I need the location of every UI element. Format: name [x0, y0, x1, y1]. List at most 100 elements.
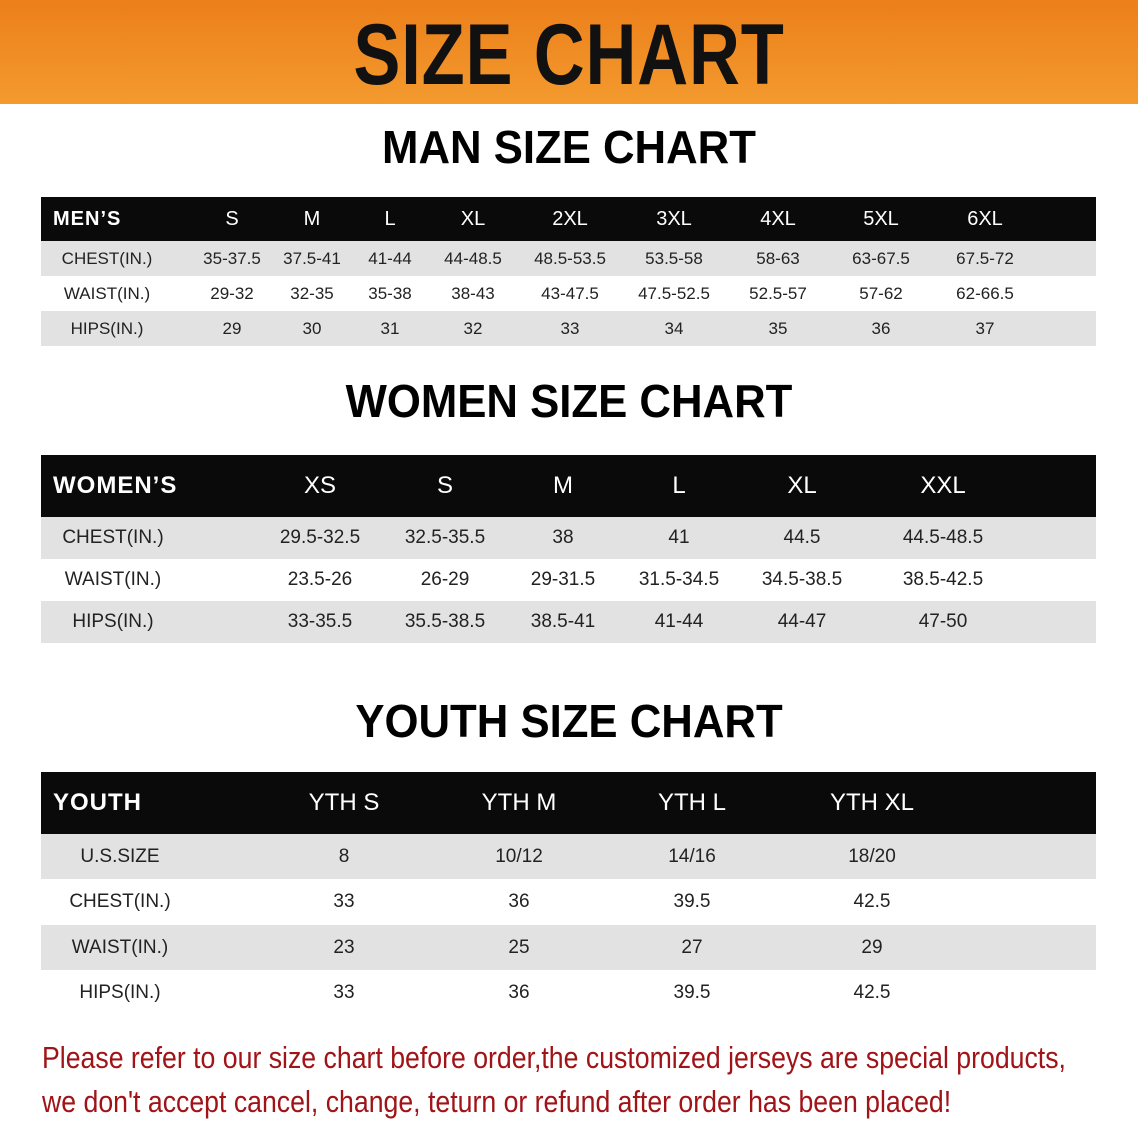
header-row: MEN’S S M L XL 2XL 3XL 4XL 5XL 6XL — [41, 197, 1096, 241]
size-header-cell: YTH XL — [829, 789, 915, 816]
table-cell: 33 — [333, 891, 355, 912]
table-cell: 43-47.5 — [541, 283, 599, 303]
size-header-cell: 3XL — [656, 207, 692, 230]
table-cell: 38.5-41 — [530, 611, 596, 632]
measurement-label: CHEST(IN.) — [62, 527, 164, 548]
size-header-cell: M — [303, 207, 321, 230]
size-header-cell: XL — [787, 472, 817, 499]
table-cell: 32.5-35.5 — [404, 527, 486, 548]
table-cell: 32-35 — [290, 283, 334, 303]
size-header-cell: XXL — [920, 472, 966, 499]
measurement-label: WAIST(IN.) — [71, 936, 169, 958]
table-row: HIPS(IN.) 29 30 31 32 33 34 35 36 37 — [41, 311, 1096, 346]
banner: SIZE CHART — [0, 0, 1138, 104]
table-cell: 32 — [463, 318, 483, 338]
table-cell: 36 — [508, 891, 530, 912]
table-cell: 41-44 — [654, 611, 704, 632]
table-cell: 44.5-48.5 — [902, 527, 984, 548]
table-cell: 42.5 — [853, 981, 891, 1003]
table-cell: 14/16 — [668, 845, 716, 867]
table-cell: 25 — [508, 936, 530, 958]
table-cell: 29-32 — [210, 283, 254, 303]
table-cell: 31.5-34.5 — [638, 569, 720, 590]
size-header-cell: L — [672, 472, 686, 499]
table-row: CHEST(IN.) 29.5-32.5 32.5-35.5 38 41 44.5 44.5… — [41, 517, 1096, 559]
table-cell: 38 — [552, 527, 574, 548]
size-header-cell: YTH M — [481, 789, 557, 816]
size-header-cell: 2XL — [552, 207, 588, 230]
table-cell: 42.5 — [853, 891, 891, 912]
table-cell: 10/12 — [495, 845, 543, 867]
size-header-cell: YTH L — [657, 789, 727, 816]
table-cell: 33 — [333, 981, 355, 1003]
table-row: WAIST(IN.) 29-32 32-35 35-38 38-43 43-47.5 47.… — [41, 276, 1096, 311]
size-header-cell: YTH S — [308, 789, 380, 816]
table-cell: 34.5-38.5 — [761, 569, 843, 590]
size-header-cell: M — [553, 472, 573, 499]
table-cell: 34 — [664, 318, 684, 338]
table-cell: 41 — [668, 527, 690, 548]
policy-note-line-1: Please refer to our size chart before or… — [42, 1040, 1066, 1075]
table-cell: 67.5-72 — [956, 248, 1014, 268]
table-cell: 48.5-53.5 — [534, 248, 606, 268]
table-cell: 29.5-32.5 — [279, 527, 361, 548]
measurement-label: CHEST(IN.) — [61, 248, 153, 268]
table-cell: 8 — [338, 845, 350, 867]
table-title-cell: YOUTH — [53, 789, 142, 816]
table-cell: 63-67.5 — [852, 248, 910, 268]
table-cell: 38.5-42.5 — [902, 569, 984, 590]
table-cell: 37.5-41 — [283, 248, 341, 268]
size-header-cell: XS — [303, 472, 337, 499]
table-cell: 37 — [975, 318, 995, 338]
men-section-title: MAN SIZE CHART — [382, 121, 756, 173]
header-row: WOMEN’S XS S M L XL XXL — [41, 455, 1096, 517]
table-cell: 53.5-58 — [645, 248, 703, 268]
table-cell: 62-66.5 — [956, 283, 1014, 303]
table-cell: 35.5-38.5 — [404, 611, 486, 632]
table-cell: 29 — [861, 936, 883, 958]
table-cell: 44-48.5 — [444, 248, 502, 268]
size-header-cell: S — [436, 472, 454, 499]
size-header-cell: XL — [460, 207, 486, 230]
measurement-label: WAIST(IN.) — [64, 569, 162, 590]
table-cell: 26-29 — [420, 569, 470, 590]
measurement-label: HIPS(IN.) — [79, 981, 161, 1003]
table-cell: 44.5 — [783, 527, 821, 548]
size-header-cell: S — [225, 207, 239, 230]
table-row: WAIST(IN.) 23 25 27 29 — [41, 925, 1096, 970]
table-cell: 35-38 — [368, 283, 412, 303]
table-cell: 36 — [508, 981, 530, 1003]
table-cell: 29 — [222, 318, 242, 338]
measurement-label: CHEST(IN.) — [69, 891, 171, 912]
table-cell: 23.5-26 — [287, 569, 353, 590]
table-cell: 52.5-57 — [749, 283, 807, 303]
youth-section-title: YOUTH SIZE CHART — [355, 695, 783, 747]
table-cell: 39.5 — [673, 891, 711, 912]
table-cell: 29-31.5 — [530, 569, 596, 590]
table-cell: 57-62 — [859, 283, 903, 303]
table-cell: 38-43 — [451, 283, 495, 303]
table-row: WAIST(IN.) 23.5-26 26-29 29-31.5 31.5-34.5 34… — [41, 559, 1096, 601]
table-cell: 47.5-52.5 — [638, 283, 710, 303]
size-header-cell: L — [384, 207, 396, 230]
table-cell: 27 — [681, 936, 703, 958]
banner-title: SIZE CHART — [353, 7, 785, 103]
table-row: CHEST(IN.) 35-37.5 37.5-41 41-44 44-48.5 48.5… — [41, 241, 1096, 276]
table-cell: 30 — [302, 318, 322, 338]
measurement-label: HIPS(IN.) — [72, 611, 154, 632]
table-cell: 35-37.5 — [203, 248, 261, 268]
table-title-cell: MEN’S — [53, 207, 122, 230]
policy-note-line-2: we don't accept cancel, change, teturn o… — [42, 1084, 952, 1119]
table-row: HIPS(IN.) 33-35.5 35.5-38.5 38.5-41 41-44 44-… — [41, 601, 1096, 643]
measurement-label: HIPS(IN.) — [70, 318, 144, 338]
size-header-cell: 5XL — [863, 207, 899, 230]
table-cell: 33-35.5 — [287, 611, 353, 632]
table-cell: 18/20 — [848, 845, 896, 867]
table-title-cell: WOMEN’S — [53, 472, 178, 499]
measurement-label: U.S.SIZE — [80, 845, 160, 867]
table-cell: 47-50 — [918, 611, 968, 632]
table-cell: 58-63 — [756, 248, 800, 268]
table-cell: 41-44 — [368, 248, 412, 268]
table-row: CHEST(IN.) 33 36 39.5 42.5 — [41, 879, 1096, 925]
header-row: YOUTH YTH S YTH M YTH L YTH XL — [41, 772, 1096, 834]
